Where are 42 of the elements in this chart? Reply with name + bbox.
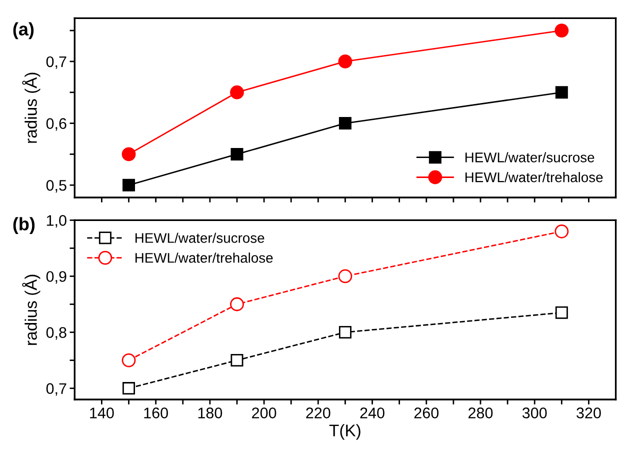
y-tick-label: 0,7	[46, 383, 66, 396]
x-tick-label: 200	[252, 408, 276, 418]
point	[338, 326, 352, 339]
point	[338, 54, 352, 68]
point	[230, 85, 244, 100]
point	[555, 306, 568, 319]
point	[555, 86, 568, 99]
x-tick-label: 240	[360, 408, 384, 418]
x-tick-label: 320	[576, 408, 601, 418]
x-tick-label: 260	[414, 408, 439, 418]
x-tick-label: 180	[198, 408, 222, 418]
chart-title: (b)	[13, 217, 35, 234]
x-tick-label: 160	[144, 408, 168, 418]
point	[122, 382, 136, 395]
point	[122, 178, 136, 192]
point	[122, 353, 136, 368]
y-axis-title: radius (Å)	[22, 274, 40, 345]
legend-label: HEWL/water/sucrose	[465, 152, 594, 162]
y-tick-label: 0,6	[46, 118, 66, 131]
y-tick-label: 0,9	[46, 271, 66, 284]
x-tick-label: 140	[90, 408, 114, 418]
x-tick-label: 300	[522, 408, 547, 418]
chart-title: (a)	[13, 22, 34, 40]
legend-label: HEWL/water/sucrose	[136, 232, 264, 243]
y-tick-label: 1,0	[46, 215, 66, 228]
x-axis-title: T(K)	[329, 424, 360, 440]
point	[554, 224, 569, 238]
point	[230, 148, 244, 160]
point	[338, 269, 352, 284]
point	[554, 24, 569, 38]
x-tick-label: 220	[306, 408, 330, 418]
y-tick-label: 0,7	[46, 56, 66, 69]
x-tick-label: 280	[468, 408, 493, 418]
y-axis-title: radius (Å)	[22, 72, 40, 143]
point	[230, 354, 244, 367]
y-tick-label: 0,8	[46, 327, 66, 340]
legend-label: HEWL/water/trehalose	[465, 172, 603, 182]
y-tick-label: 0,5	[46, 180, 66, 193]
point	[338, 117, 352, 130]
point	[122, 147, 136, 162]
point	[230, 297, 244, 312]
legend-label: HEWL/water/trehalose	[136, 252, 273, 263]
